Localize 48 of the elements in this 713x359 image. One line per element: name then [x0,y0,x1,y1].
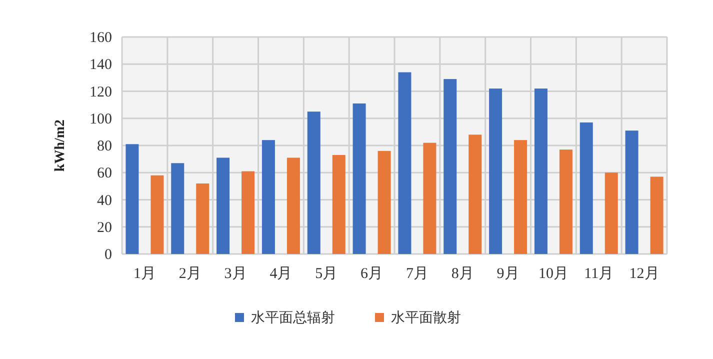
bar [534,88,548,254]
bar [262,140,275,254]
x-tick-label: 7月 [406,266,428,282]
x-tick-label: 10月 [538,266,568,282]
y-tick-label: 40 [97,192,112,209]
x-tick-label: 3月 [224,266,247,282]
y-tick-label: 100 [90,111,112,128]
y-tick-label: 160 [90,30,112,46]
y-tick-label: 20 [97,220,112,236]
bar [378,150,391,254]
x-tick-label: 2月 [178,266,202,282]
x-tick-label: 9月 [496,266,520,282]
x-tick-label: 6月 [360,266,384,282]
bar [242,171,255,254]
bar [332,154,346,254]
bar [398,72,412,254]
bar [196,183,210,254]
legend-label: 水平面散射 [391,310,461,326]
x-tick-label: 5月 [315,266,338,282]
y-tick-label: 120 [90,84,112,100]
bar [625,130,638,254]
bar [559,150,572,254]
bar [604,172,618,254]
bar [514,140,528,254]
y-tick-label: 0 [104,247,112,263]
bar [150,175,164,254]
legend-label: 水平面总辐射 [251,310,335,326]
x-tick-label: 4月 [270,266,292,282]
bar [307,112,320,254]
x-tick-label: 1月 [133,266,156,282]
bar [489,88,502,254]
x-tick-label: 8月 [451,266,474,282]
bar [352,103,366,254]
bar [171,163,184,254]
y-tick-label: 80 [97,138,112,154]
bar [216,158,230,254]
y-tick-label: 60 [97,166,112,182]
x-tick-label: 11月 [584,266,614,282]
bar [126,144,139,254]
x-tick-label: 12月 [629,266,660,282]
bar [468,134,482,254]
y-axis-title: kWh/m2 [53,119,68,172]
y-tick-label: 140 [90,57,112,74]
bar [423,142,436,254]
bar [286,158,300,254]
bar [650,176,664,254]
bar [444,79,457,254]
bar [580,122,593,254]
